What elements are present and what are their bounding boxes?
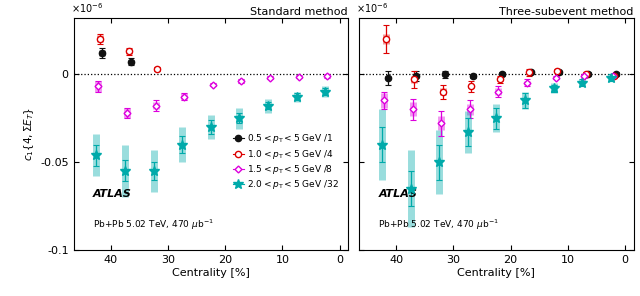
Text: Pb+Pb 5.02 TeV, 470 $\mu$b$^{-1}$: Pb+Pb 5.02 TeV, 470 $\mu$b$^{-1}$ [93,218,214,232]
Text: ATLAS: ATLAS [378,189,417,199]
X-axis label: Centrality [%]: Centrality [%] [172,268,250,278]
Text: $\times 10^{-6}$: $\times 10^{-6}$ [71,2,103,15]
X-axis label: Centrality [%]: Centrality [%] [458,268,535,278]
Text: ATLAS: ATLAS [93,189,132,199]
Y-axis label: $c_1\{4, \Sigma E_T\}$: $c_1\{4, \Sigma E_T\}$ [22,107,36,161]
Legend: $0.5<p_{\rm T}<5$ GeV $/1$, $1.0<p_{\rm T}<5$ GeV $/4$, $1.5<p_{\rm T}<5$ GeV $/: $0.5<p_{\rm T}<5$ GeV $/1$, $1.0<p_{\rm … [231,131,341,193]
Text: $\times 10^{-6}$: $\times 10^{-6}$ [356,2,388,15]
Text: Pb+Pb 5.02 TeV, 470 $\mu$b$^{-1}$: Pb+Pb 5.02 TeV, 470 $\mu$b$^{-1}$ [378,218,499,232]
Text: Standard method: Standard method [250,7,348,17]
Text: Three-subevent method: Three-subevent method [499,7,634,17]
